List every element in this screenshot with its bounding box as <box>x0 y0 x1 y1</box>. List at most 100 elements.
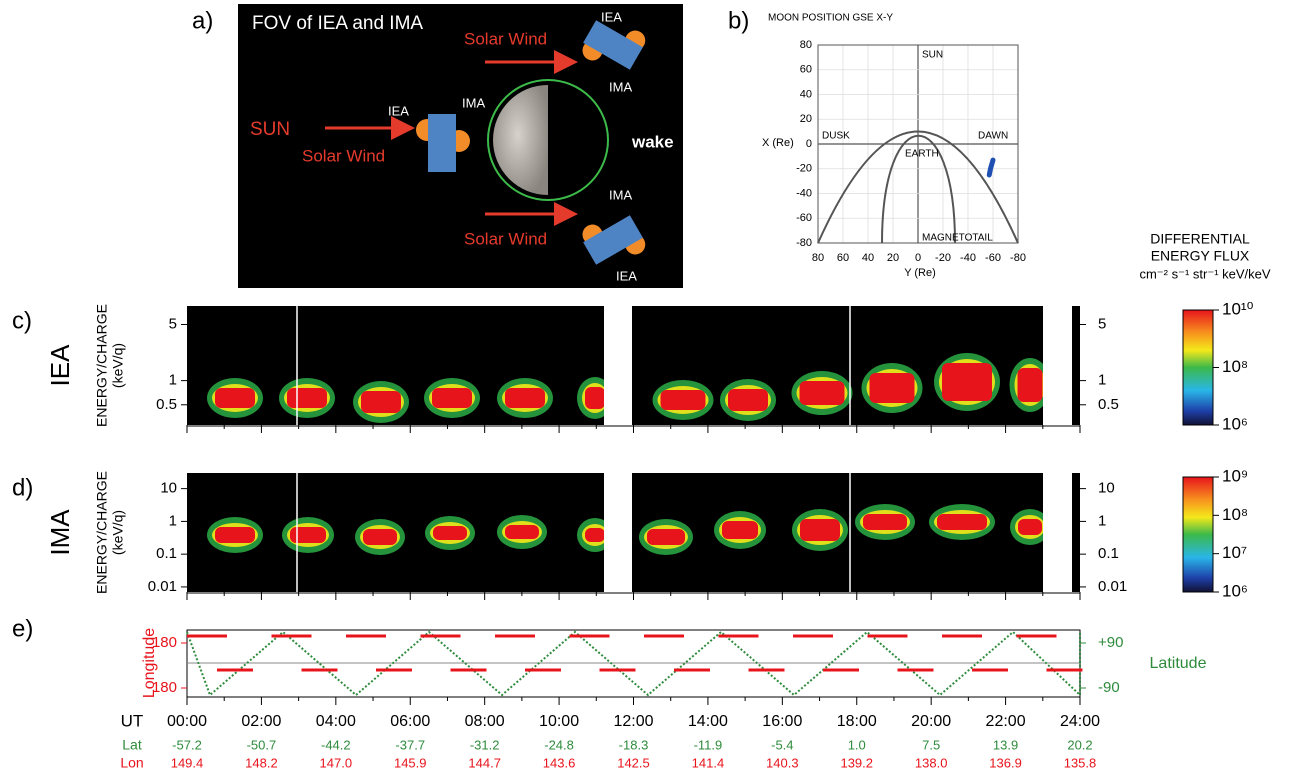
lat-value: -37.7 <box>395 737 425 752</box>
flux-core <box>585 387 605 409</box>
x-tick-label: 60 <box>837 252 849 264</box>
panel-label: b) <box>728 7 749 34</box>
lon-value: 144.7 <box>468 755 501 770</box>
y-tick-label: -80 <box>796 237 812 249</box>
flux-core <box>290 527 326 543</box>
time-label: 18:00 <box>837 713 877 730</box>
annotation: SUN <box>922 50 943 61</box>
moon-track <box>989 160 993 175</box>
y-tick-label: 10 <box>1098 480 1115 497</box>
lat-value: -50.7 <box>247 737 277 752</box>
y-tick-label: -60 <box>796 212 812 224</box>
flux-core <box>363 529 397 545</box>
time-label: 22:00 <box>986 713 1026 730</box>
colorbar-unit: cm⁻² s⁻¹ str⁻¹ keV/keV <box>1139 266 1270 281</box>
data-gap <box>604 473 632 592</box>
x-tick-label: -60 <box>985 252 1001 264</box>
y-tick-label: 0.5 <box>1098 396 1119 413</box>
data-gap <box>1043 473 1072 592</box>
y-tick-label: 0.01 <box>148 578 177 595</box>
lat-value: -57.2 <box>172 737 202 752</box>
y-tick-label: 0.1 <box>1098 545 1119 562</box>
annotation: DAWN <box>978 131 1008 142</box>
lat-value: -44.2 <box>321 737 351 752</box>
lon-value: 140.3 <box>766 755 799 770</box>
x-tick-label: -40 <box>960 252 976 264</box>
y2-axis-label: Latitude <box>1150 655 1207 672</box>
time-label: 04:00 <box>316 713 356 730</box>
y-tick-label: 80 <box>800 39 812 51</box>
instrument-label: IMA <box>45 509 75 556</box>
time-label: 00:00 <box>167 713 207 730</box>
lat-value: -18.3 <box>619 737 649 752</box>
flux-core <box>287 388 327 408</box>
x-tick-label: 80 <box>812 252 824 264</box>
lon-value: 139.2 <box>840 755 873 770</box>
flux-core <box>800 519 840 541</box>
lon-value: 142.5 <box>617 755 650 770</box>
panel-title: FOV of IEA and IMA <box>252 13 423 34</box>
lat-value: 7.5 <box>922 737 940 752</box>
annotation: EARTH <box>905 149 939 160</box>
instrument-label: IEA <box>601 9 622 24</box>
flux-core <box>800 381 845 405</box>
wake-label: wake <box>631 132 674 151</box>
sun-label: SUN <box>250 119 290 140</box>
instrument-label: IMA <box>609 187 632 202</box>
time-label: 02:00 <box>241 713 281 730</box>
panel-label: a) <box>192 7 213 34</box>
y-tick-label: 0.5 <box>156 396 177 413</box>
flux-core <box>505 388 545 408</box>
time-label: 14:00 <box>688 713 728 730</box>
flux-core <box>647 529 685 545</box>
lat-value: -11.9 <box>694 737 723 752</box>
y-tick-label: 10 <box>160 480 177 497</box>
y-axis-label: X (Re) <box>762 137 794 149</box>
y-tick-label: -40 <box>796 187 812 199</box>
annotation: MAGNETOTAIL <box>922 233 993 244</box>
lon-value: 148.2 <box>245 755 278 770</box>
lon-value: 145.9 <box>394 755 427 770</box>
x-tick-label: -80 <box>1010 252 1026 264</box>
y-tick-label: 40 <box>800 88 812 100</box>
y-tick-label: 1 <box>169 372 177 389</box>
y-axis-label: (keV/q) <box>110 343 126 388</box>
y-axis-label: ENERGY/CHARGE <box>94 304 110 427</box>
colorbar-tick-label: 10¹⁰ <box>1222 299 1254 318</box>
lon-value: 138.0 <box>915 755 948 770</box>
x-tick-label: 40 <box>862 252 874 264</box>
flux-core <box>728 389 768 411</box>
colorbar-tick-label: 10⁶ <box>1222 414 1248 433</box>
row-label: Lon <box>120 755 143 771</box>
colorbar-title: ENERGY FLUX <box>1151 248 1250 264</box>
flux-core <box>585 528 605 542</box>
y-tick-label: 60 <box>800 64 812 76</box>
solar-wind-label: Solar Wind <box>302 146 385 165</box>
row-label: Lat <box>122 737 142 753</box>
y-axis-label: ENERGY/CHARGE <box>94 471 110 594</box>
annotation: DUSK <box>822 131 850 142</box>
lat-value: -24.8 <box>544 737 574 752</box>
flux-core <box>361 391 401 413</box>
lon-value: 147.0 <box>320 755 353 770</box>
x-axis-label: Y (Re) <box>904 267 936 279</box>
lon-value: 141.4 <box>692 755 725 770</box>
y-tick-label: 1 <box>1098 372 1106 389</box>
colorbar-tick-label: 10⁷ <box>1222 543 1247 562</box>
flux-core <box>942 363 992 401</box>
x-tick-label: 20 <box>887 252 899 264</box>
y-tick-label: -20 <box>796 163 812 175</box>
flux-core <box>1018 368 1043 402</box>
colorbar <box>1183 477 1213 592</box>
y2-tick-label: +90 <box>1098 634 1123 651</box>
lat-value: 1.0 <box>848 737 866 752</box>
time-label: 10:00 <box>539 713 579 730</box>
colorbar-tick-label: 10⁸ <box>1222 505 1248 524</box>
figure: a)FOV of IEA and IMASUNSolar WindSolar W… <box>0 0 1293 776</box>
lat-value: 13.9 <box>993 737 1018 752</box>
data-gap <box>604 306 632 425</box>
lat-value: -5.4 <box>771 737 793 752</box>
row-label: UT <box>121 711 144 730</box>
time-label: 16:00 <box>762 713 802 730</box>
y-tick-label: 1 <box>1098 512 1106 529</box>
